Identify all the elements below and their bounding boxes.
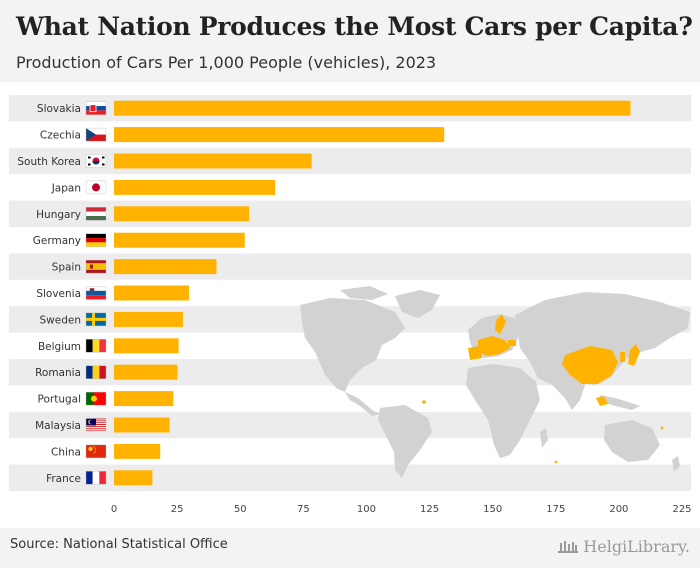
bar-japan: [114, 179, 276, 195]
bar-france: [114, 470, 153, 486]
x-tick-label: 150: [483, 504, 502, 515]
x-tick-label: 125: [420, 504, 439, 515]
source-text: Source: National Statistical Office: [10, 537, 228, 552]
bar-hungary: [114, 206, 250, 222]
x-tick-label: 100: [357, 504, 376, 515]
category-label: Malaysia: [35, 420, 81, 432]
chart-title: What Nation Produces the Most Cars per C…: [16, 12, 693, 41]
bar-sweden: [114, 311, 183, 327]
category-label: Czechia: [40, 130, 81, 142]
category-label: Spain: [52, 262, 81, 274]
flags: [85, 101, 107, 485]
bar-spain: [114, 259, 217, 275]
category-label: Hungary: [36, 209, 81, 221]
x-tick-label: 25: [171, 504, 184, 515]
header: What Nation Produces the Most Cars per C…: [0, 0, 700, 82]
x-tick-label: 0: [111, 504, 117, 515]
bar-malaysia: [114, 417, 170, 433]
bar-germany: [114, 232, 245, 248]
brand-name: HelgiLibrary.: [583, 536, 690, 556]
flag-czechia-icon: [85, 127, 107, 142]
x-tick-label: 50: [234, 504, 247, 515]
bar-romania: [114, 364, 178, 380]
row-stripe: [9, 200, 691, 227]
category-label: Germany: [33, 235, 81, 247]
footer: Source: National Statistical Office Helg…: [0, 528, 700, 568]
bar-belgium: [114, 338, 179, 354]
bar-czechia: [114, 127, 445, 143]
category-label: Slovenia: [36, 288, 81, 300]
flag-france-icon: [85, 471, 107, 485]
flag-slovenia-icon: [85, 286, 107, 300]
flag-sweden-icon: [85, 312, 107, 327]
chart-subtitle: Production of Cars Per 1,000 People (veh…: [16, 53, 437, 72]
x-tick-label: 200: [609, 504, 628, 515]
brand-logo: HelgiLibrary.: [557, 534, 690, 558]
bar-slovenia: [114, 285, 189, 301]
world-map: [300, 286, 690, 478]
bar-china: [114, 443, 161, 459]
category-label: Portugal: [38, 394, 82, 406]
bar-slovakia: [114, 100, 631, 116]
map-highlights: [422, 314, 664, 464]
flag-japan-icon: [85, 180, 107, 195]
library-icon: [558, 541, 579, 553]
x-tick-label: 75: [297, 504, 310, 515]
bar-south-korea: [114, 153, 312, 169]
flag-slovakia-icon: [85, 101, 107, 115]
x-tick-label: 175: [546, 504, 565, 515]
category-label: Romania: [35, 367, 81, 379]
category-labels: Slovakia Czechia South Korea Japan Hungary Ge…: [17, 103, 81, 485]
x-axis-ticks: 0 25 50 75 100 125 150 175 200 225: [111, 504, 692, 515]
bar-portugal: [114, 391, 174, 407]
category-label: France: [46, 473, 81, 485]
flag-portugal-icon: [85, 391, 107, 406]
category-label: China: [51, 446, 81, 458]
category-label: Slovakia: [37, 103, 81, 115]
flag-spain-icon: [85, 259, 107, 274]
row-stripe: [9, 464, 691, 491]
flag-south-korea-icon: [85, 154, 107, 168]
category-label: Belgium: [38, 341, 81, 353]
category-label: Sweden: [40, 314, 82, 326]
flag-romania-icon: [85, 365, 107, 379]
bar-chart: Slovakia Czechia South Korea Japan Hungary Ge…: [9, 95, 692, 515]
row-stripe: [9, 147, 691, 175]
flag-belgium-icon: [85, 339, 107, 353]
x-tick-label: 225: [672, 504, 691, 515]
flag-hungary-icon: [85, 207, 107, 221]
category-label: Japan: [51, 182, 81, 194]
row-stripe: [9, 253, 691, 280]
map-land: [300, 286, 690, 478]
row-stripe: [9, 411, 691, 439]
category-label: South Korea: [17, 156, 81, 168]
flag-germany-icon: [85, 233, 107, 247]
flag-china-icon: [85, 444, 107, 459]
bars: [114, 100, 631, 486]
flag-malaysia-icon: [85, 418, 107, 432]
